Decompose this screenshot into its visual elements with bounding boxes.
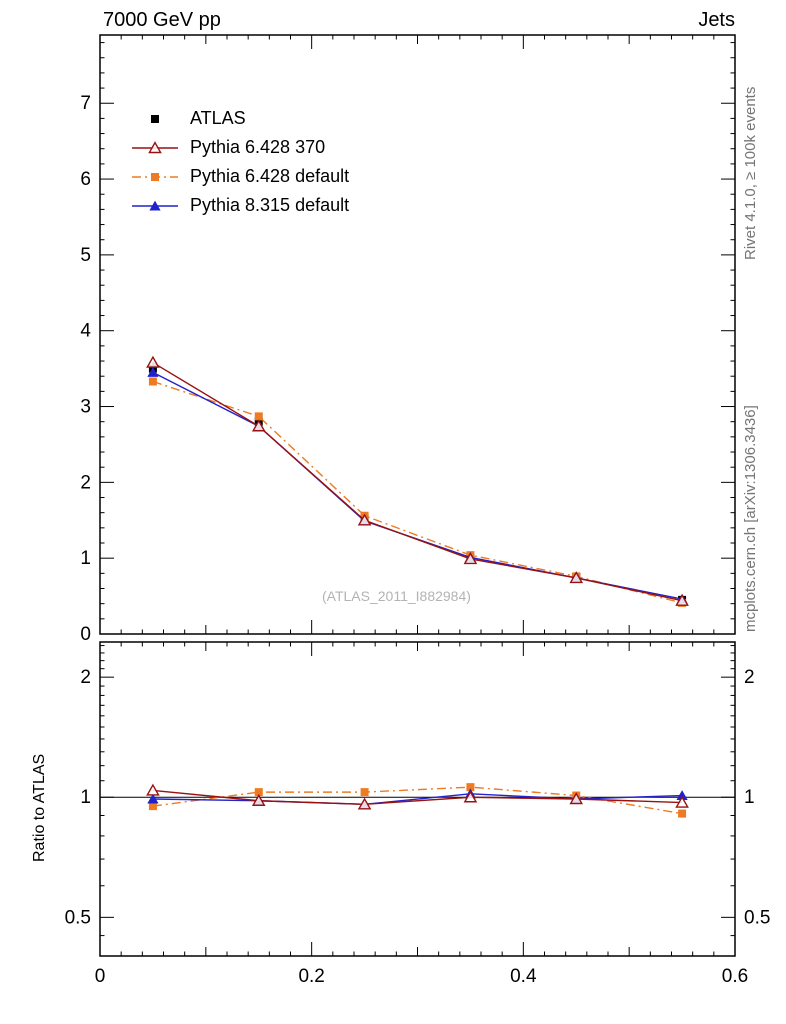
pythia8-default-marker-icon — [132, 200, 178, 210]
svg-text:4: 4 — [80, 321, 91, 342]
beam-title: 7000 GeV pp — [103, 9, 221, 31]
svg-text:0.5: 0.5 — [65, 907, 91, 928]
svg-text:0.5: 0.5 — [744, 907, 770, 928]
svg-text:1: 1 — [80, 787, 91, 808]
legend-label-pythia6-default: Pythia 6.428 default — [190, 166, 350, 186]
atlas-marker-icon — [151, 114, 159, 123]
legend-item-pythia6-default: Pythia 6.428 default — [130, 162, 349, 191]
observable-title: Jets — [698, 9, 735, 31]
svg-text:2: 2 — [744, 667, 755, 688]
mcplots-reference-label: mcplots.cern.ch [arXiv:1306.3436] — [742, 405, 759, 632]
svg-text:0.6: 0.6 — [722, 966, 748, 987]
legend-item-pythia6-370: Pythia 6.428 370 — [130, 133, 349, 162]
legend-label-pythia6-370: Pythia 6.428 370 — [190, 137, 326, 157]
svg-text:1: 1 — [744, 787, 755, 808]
legend-label-atlas: ATLAS — [190, 108, 246, 128]
svg-text:7: 7 — [80, 93, 91, 114]
legend-item-atlas: ATLAS — [130, 104, 349, 133]
analysis-id-watermark: (ATLAS_2011_I882984) — [322, 588, 471, 604]
svg-text:6: 6 — [80, 169, 91, 190]
svg-text:0.2: 0.2 — [298, 966, 324, 987]
pythia6-default-marker-icon — [132, 172, 178, 181]
svg-text:0: 0 — [80, 624, 91, 645]
legend-label-pythia8-default: Pythia 8.315 default — [190, 195, 350, 215]
svg-text:0: 0 — [95, 966, 106, 987]
svg-text:2: 2 — [80, 472, 91, 493]
svg-text:5: 5 — [80, 245, 91, 266]
rivet-version-label: Rivet 4.1.0, ≥ 100k events — [742, 86, 759, 260]
ratio-axis-label: Ratio to ATLAS — [31, 753, 48, 862]
svg-text:2: 2 — [80, 667, 91, 688]
pythia6-370-marker-icon — [132, 140, 178, 153]
svg-text:0.4: 0.4 — [510, 966, 537, 987]
legend: ATLAS Pythia 6.428 370 Pythia 6.428 defa… — [130, 104, 349, 220]
svg-text:1: 1 — [80, 548, 91, 569]
svg-text:3: 3 — [80, 397, 91, 418]
legend-item-pythia8-default: Pythia 8.315 default — [130, 191, 349, 220]
